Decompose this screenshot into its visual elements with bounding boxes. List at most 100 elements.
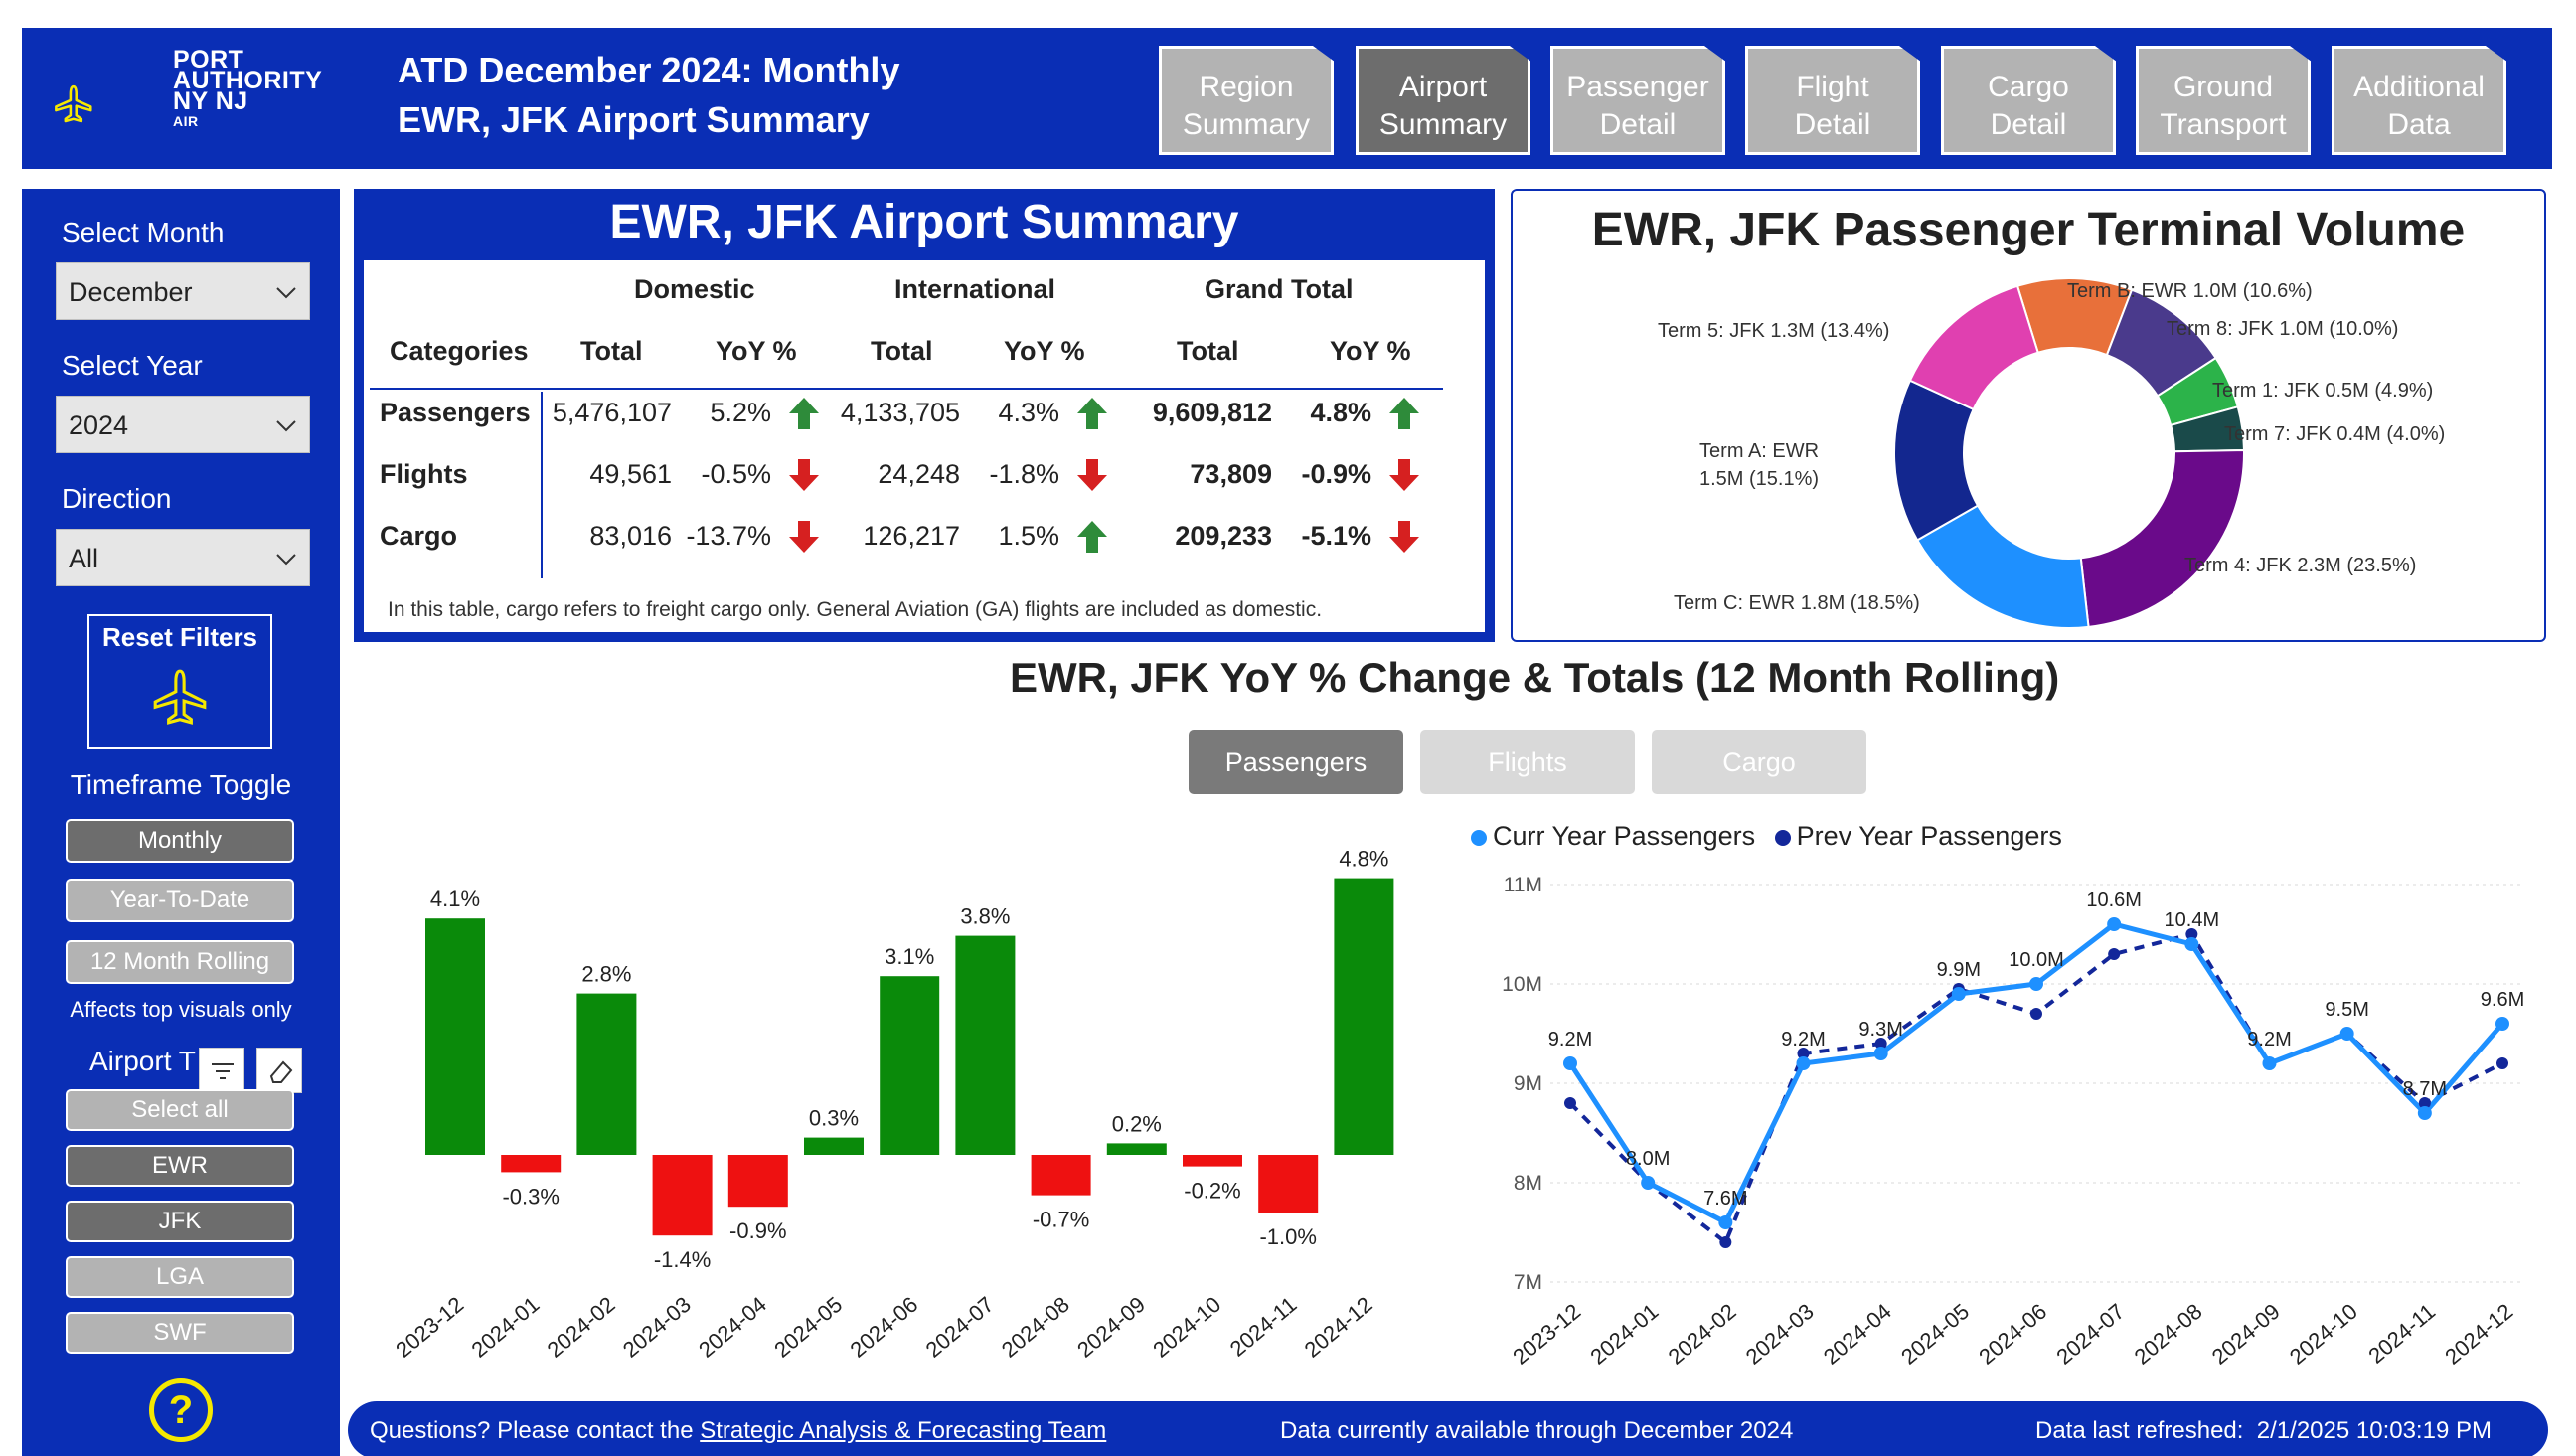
passengers-toggle-button[interactable]: Passengers: [1189, 730, 1403, 794]
yoy-bar[interactable]: [804, 1137, 864, 1155]
cargo-toggle-button[interactable]: Cargo: [1652, 730, 1866, 794]
donut-slice[interactable]: [2079, 448, 2245, 629]
nav-tab-label: Detail: [1794, 108, 1871, 141]
y-tick-label: 10M: [1502, 973, 1542, 996]
prev-year-point[interactable]: [1874, 1038, 1887, 1050]
airport-lga-button[interactable]: LGA: [66, 1256, 294, 1298]
bar-data-label: 4.1%: [430, 887, 480, 911]
nav-tab-cargo[interactable]: Cargo Detail: [1941, 46, 2116, 155]
airport-select-all-button[interactable]: Select all: [66, 1089, 294, 1131]
bar-x-tick-label: 2024-02: [543, 1292, 620, 1363]
yoy-bar[interactable]: [652, 1155, 713, 1236]
curr-year-point[interactable]: [2029, 977, 2043, 991]
yoy-bar[interactable]: [425, 918, 485, 1155]
airport-ewr-button[interactable]: EWR: [66, 1145, 294, 1187]
yoy-bar[interactable]: [727, 1155, 788, 1208]
prev-year-point[interactable]: [2496, 1057, 2508, 1069]
line-chart-legend: Curr Year Passengers Prev Year Passenger…: [1471, 821, 2062, 852]
direction-dropdown[interactable]: All: [56, 529, 310, 586]
line-x-tick-label: 2024-05: [1896, 1299, 1974, 1370]
help-icon[interactable]: ?: [149, 1378, 213, 1442]
curr-year-point[interactable]: [2262, 1056, 2277, 1070]
line-x-tick-label: 2024-06: [1974, 1299, 2051, 1370]
curr-year-point[interactable]: [1873, 1047, 1888, 1060]
report-title-line1: ATD December 2024: Monthly: [398, 50, 900, 90]
bar-x-tick-label: 2024-11: [1225, 1292, 1302, 1362]
header-bar: PORT AUTHORITY NY NJ AIR ATD December 20…: [22, 28, 2552, 169]
col-header-gt-yoy: YoY %: [1330, 336, 1411, 366]
curr-year-point[interactable]: [2107, 917, 2122, 931]
group-header-grand-total: Grand Total: [1205, 274, 1354, 304]
airport-jfk-button[interactable]: JFK: [66, 1201, 294, 1242]
yoy-bar[interactable]: [1106, 1143, 1167, 1155]
flights-toggle-button[interactable]: Flights: [1420, 730, 1635, 794]
curr-year-point[interactable]: [2184, 937, 2199, 951]
curr-year-point[interactable]: [2339, 1027, 2354, 1041]
eraser-icon[interactable]: [256, 1048, 302, 1093]
airport-toggle-label: Airport T: [89, 1046, 196, 1076]
yoy-bar[interactable]: [1258, 1155, 1319, 1213]
curr-year-point[interactable]: [2496, 1017, 2509, 1031]
curr-year-point[interactable]: [2417, 1106, 2432, 1120]
nav-tab-label: Flight: [1796, 71, 1869, 103]
bar-x-tick-label: 2024-10: [1148, 1292, 1225, 1363]
header-divider: [370, 388, 1443, 390]
group-header-domestic: Domestic: [634, 274, 755, 304]
prev-year-point[interactable]: [2030, 1008, 2042, 1020]
curr-year-point[interactable]: [1718, 1215, 1733, 1229]
curr-year-point[interactable]: [1796, 1056, 1811, 1070]
donut-slice[interactable]: [1908, 284, 2039, 411]
col-header-categories: Categories: [390, 336, 529, 366]
yoy-bar-chart: 4.1% 2023-12 -0.3% 2024-01 2.8% 2024-02 -1.4% 2…: [391, 847, 1394, 1363]
prev-year-point[interactable]: [2108, 948, 2121, 960]
bar-data-label: -0.3%: [502, 1184, 559, 1209]
row-category-label: Cargo: [380, 521, 458, 551]
arrow-down-icon: [1075, 457, 1109, 493]
filter-sidebar: Select Month December Select Year 2024 D…: [22, 189, 340, 1456]
donut-label: Term 1: JFK 0.5M (4.9%): [2212, 380, 2434, 402]
bar-data-label: 0.2%: [1112, 1111, 1162, 1136]
prev-year-point[interactable]: [1797, 1048, 1810, 1059]
prev-year-point[interactable]: [1719, 1236, 1732, 1248]
group-header-international: International: [894, 274, 1056, 304]
nav-tab-region[interactable]: Region Summary: [1159, 46, 1334, 155]
yoy-bar[interactable]: [501, 1155, 562, 1173]
timeframe-monthly-button[interactable]: Monthly: [66, 819, 294, 863]
yoy-bar[interactable]: [1334, 878, 1394, 1155]
donut-label: Term 5: JFK 1.3M (13.4%): [1658, 320, 1890, 342]
yoy-bar[interactable]: [1183, 1155, 1242, 1167]
nav-tab-ground[interactable]: Ground Transport: [2136, 46, 2311, 155]
curr-year-point[interactable]: [1641, 1176, 1656, 1190]
filter-icon[interactable]: [199, 1048, 244, 1093]
nav-tab-airport[interactable]: Airport Summary: [1356, 46, 1530, 155]
timeframe-ytd-button[interactable]: Year-To-Date: [66, 879, 294, 922]
table-cell: 9,609,812: [1152, 398, 1272, 427]
bar-data-label: 2.8%: [581, 962, 631, 987]
prev-year-point[interactable]: [2418, 1097, 2431, 1109]
reset-filters-button[interactable]: Reset Filters: [87, 614, 272, 749]
curr-year-point[interactable]: [1563, 1056, 1577, 1070]
bar-x-tick-label: 2024-04: [694, 1292, 771, 1363]
footer-contact: Questions? Please contact the Strategic …: [370, 1417, 1106, 1445]
nav-tab-flight[interactable]: Flight Detail: [1745, 46, 1920, 155]
year-dropdown[interactable]: 2024: [56, 396, 310, 453]
yoy-bar[interactable]: [1031, 1155, 1091, 1196]
bar-data-label: 3.1%: [885, 944, 934, 969]
line-x-tick-label: 2023-12: [1508, 1299, 1585, 1370]
nav-tab-passenger[interactable]: Passenger Detail: [1550, 46, 1725, 155]
prev-year-point[interactable]: [1564, 1097, 1576, 1109]
footer-bar: Questions? Please contact the Strategic …: [348, 1401, 2548, 1456]
timeframe-rolling-button[interactable]: 12 Month Rolling: [66, 940, 294, 984]
curr-year-point[interactable]: [1951, 987, 1966, 1001]
line-x-tick-label: 2024-02: [1664, 1299, 1741, 1370]
prev-year-point[interactable]: [2185, 928, 2198, 940]
yoy-bar[interactable]: [880, 976, 940, 1155]
yoy-bar[interactable]: [955, 935, 1016, 1155]
month-dropdown[interactable]: December: [56, 262, 310, 320]
line-x-tick-label: 2024-08: [2130, 1299, 2207, 1370]
arrow-up-icon: [1075, 519, 1109, 555]
airport-swf-button[interactable]: SWF: [66, 1312, 294, 1354]
contact-team-link[interactable]: Strategic Analysis & Forecasting Team: [700, 1417, 1107, 1444]
nav-tab-additional[interactable]: Additional Data: [2332, 46, 2506, 155]
yoy-bar[interactable]: [576, 993, 637, 1155]
